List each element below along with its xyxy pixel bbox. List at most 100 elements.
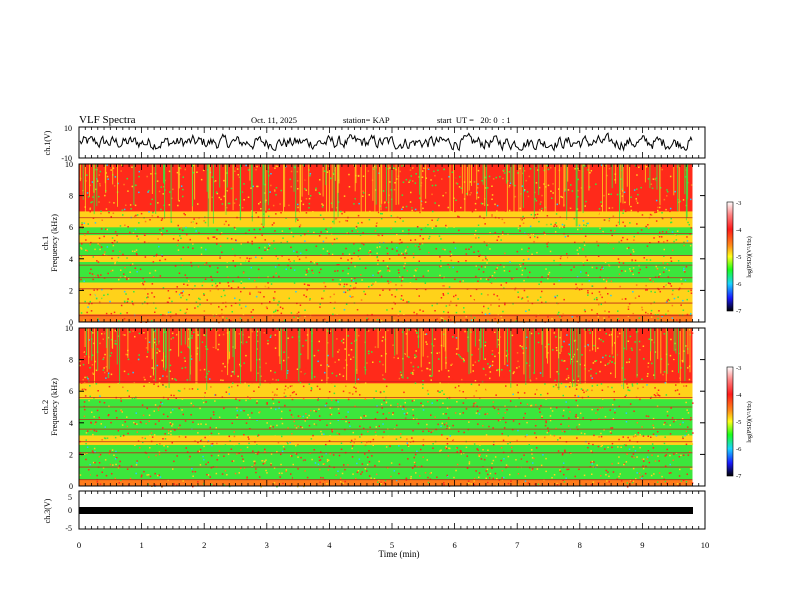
spectral-speckle (664, 480, 667, 483)
spectral-speckle (392, 344, 394, 346)
spectral-speckle (89, 272, 91, 274)
spectral-speckle (352, 340, 354, 342)
spectral-speckle (281, 450, 284, 453)
spectral-speckle (306, 289, 308, 291)
spectral-speckle (167, 252, 170, 254)
spectral-speckle (231, 311, 233, 313)
spectral-speckle (542, 386, 544, 388)
spectral-speckle (460, 357, 463, 359)
spectral-speckle (645, 284, 647, 287)
spectral-speckle (98, 301, 101, 303)
spectral-speckle (248, 442, 250, 445)
spectral-speckle (604, 261, 607, 263)
spectral-speckle (212, 329, 214, 331)
spectral-speckle (106, 164, 108, 166)
spectral-speckle (293, 282, 296, 284)
spectral-speckle (302, 391, 304, 394)
spectral-speckle (653, 237, 655, 239)
spectral-speckle (314, 212, 316, 214)
spectral-speckle (582, 248, 584, 250)
spectral-speckle (494, 234, 496, 237)
spectral-speckle (359, 258, 361, 260)
spectral-speckle (437, 221, 439, 223)
spectral-speckle (528, 391, 530, 393)
spectral-speckle (634, 450, 637, 452)
spectral-speckle (368, 318, 371, 320)
spectral-speckle (514, 288, 516, 291)
spectral-speckle (441, 434, 443, 436)
spectral-speckle (256, 330, 259, 333)
spectral-speckle (223, 329, 225, 331)
spectral-speckle (502, 177, 504, 180)
spectral-speckle (404, 459, 406, 461)
spectral-speckle (684, 399, 686, 401)
spectral-band (79, 255, 693, 262)
spectral-speckle (446, 334, 448, 336)
spectral-speckle (290, 185, 292, 188)
spectral-speckle (307, 268, 310, 270)
spectral-streak (386, 164, 387, 202)
spectral-speckle (101, 333, 103, 335)
spectral-speckle (399, 217, 401, 220)
spectral-speckle (377, 272, 379, 274)
spectral-speckle (324, 402, 327, 404)
spectral-speckle (690, 292, 693, 294)
spectral-speckle (213, 475, 216, 478)
spectral-speckle (589, 174, 592, 176)
spectral-speckle (123, 183, 125, 186)
spectral-speckle (598, 291, 601, 293)
spectral-speckle (255, 468, 257, 470)
spectral-speckle (545, 301, 547, 303)
spectral-speckle (611, 386, 613, 389)
spectral-speckle (608, 191, 610, 193)
spectral-speckle (559, 216, 561, 218)
spectral-speckle (255, 471, 257, 474)
spectral-speckle (112, 212, 115, 214)
spectral-streak (533, 164, 535, 218)
spectral-speckle (81, 388, 84, 391)
spectral-speckle (504, 339, 507, 342)
spectral-speckle (241, 207, 244, 209)
spectral-speckle (576, 276, 579, 278)
spectral-streak (328, 164, 330, 216)
spectral-speckle (433, 170, 435, 173)
spectral-speckle (211, 176, 214, 178)
spectral-speckle (138, 170, 140, 173)
spectral-speckle (462, 358, 465, 360)
spectral-speckle (104, 353, 106, 356)
spectral-speckle (430, 414, 432, 416)
spectral-speckle (447, 417, 450, 419)
spectral-speckle (272, 402, 275, 405)
spectral-speckle (404, 250, 407, 253)
spectral-speckle (569, 207, 572, 209)
spectral-speckle (587, 229, 589, 231)
spectral-speckle (197, 215, 199, 218)
spectral-speckle (587, 446, 589, 449)
spectral-speckle (519, 167, 521, 170)
spectral-speckle (191, 470, 194, 473)
spectral-speckle (666, 191, 669, 193)
spectral-speckle (223, 195, 225, 198)
spectral-speckle (581, 354, 583, 356)
spectral-speckle (570, 197, 573, 200)
spectral-speckle (282, 237, 284, 239)
spectral-speckle (520, 458, 523, 460)
spectral-streak (684, 164, 686, 195)
spectral-speckle (247, 196, 250, 198)
spectral-speckle (463, 320, 466, 323)
spectral-speckle (624, 210, 627, 213)
spectral-speckle (648, 461, 651, 464)
spectral-speckle (195, 301, 198, 303)
spectral-streak (263, 164, 265, 226)
spectral-speckle (543, 455, 546, 457)
spectral-speckle (111, 257, 113, 260)
spectral-speckle (685, 443, 688, 446)
spectral-speckle (119, 175, 122, 178)
spectral-speckle (245, 260, 248, 262)
spectral-speckle (190, 358, 193, 360)
spectral-speckle (269, 192, 271, 194)
spectral-speckle (333, 238, 336, 241)
spectral-speckle (209, 292, 211, 294)
spectral-speckle (249, 291, 251, 294)
spectral-speckle (551, 199, 553, 201)
